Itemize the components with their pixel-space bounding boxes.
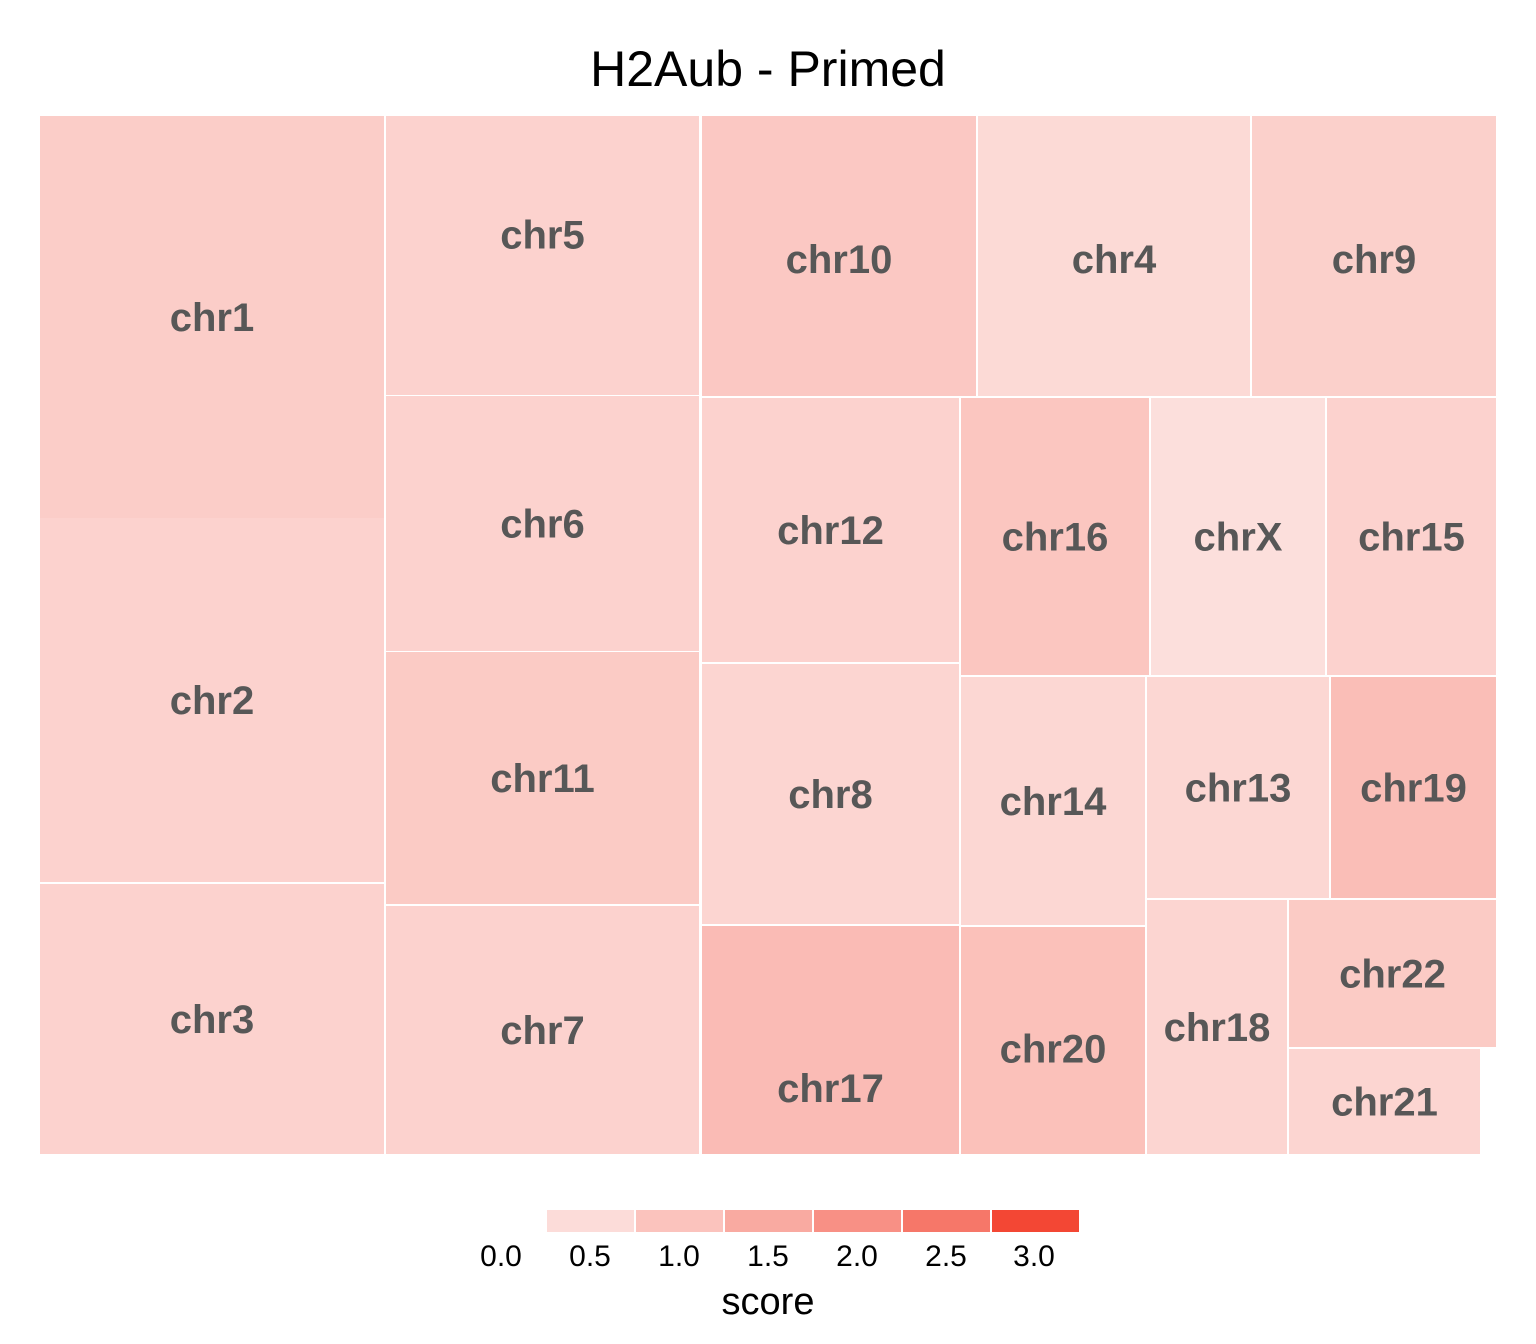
tile-rect-chr14 bbox=[961, 677, 1145, 925]
tile-label-chr9: chr9 bbox=[1332, 238, 1417, 282]
tile-rect-chr13 bbox=[1147, 677, 1329, 898]
tile-chr21: chr21 bbox=[1289, 1049, 1480, 1154]
tile-label-chr2: chr2 bbox=[170, 679, 255, 723]
legend-segment bbox=[903, 1210, 990, 1232]
tile-rect-chr4 bbox=[978, 116, 1250, 396]
tile-label-chr13: chr13 bbox=[1185, 767, 1292, 811]
tile-label-chr10: chr10 bbox=[786, 238, 893, 282]
tile-rect-chr9 bbox=[1252, 116, 1496, 396]
tile-rect-chr6 bbox=[386, 396, 699, 651]
tile-label-chr7: chr7 bbox=[500, 1009, 585, 1053]
tile-chr6: chr6 bbox=[386, 396, 699, 651]
tile-rect-chr17 bbox=[702, 926, 959, 1154]
legend-colorbar bbox=[547, 1210, 1079, 1232]
tile-chr10: chr10 bbox=[702, 116, 976, 396]
tile-label-chr20: chr20 bbox=[1000, 1028, 1107, 1072]
tile-label-chr5: chr5 bbox=[500, 214, 585, 258]
tile-rect-chr10 bbox=[702, 116, 976, 396]
legend-segment bbox=[547, 1210, 634, 1232]
tile-rect-chr7 bbox=[386, 906, 699, 1154]
legend-tick-label: 2.5 bbox=[925, 1240, 967, 1273]
tile-rect-chr1 bbox=[40, 116, 384, 518]
tile-chr15: chr15 bbox=[1327, 398, 1496, 675]
tile-rect-chr2 bbox=[40, 518, 384, 882]
tile-chr5: chr5 bbox=[386, 116, 699, 395]
tile-chr13: chr13 bbox=[1147, 677, 1329, 898]
tile-rect-chr12 bbox=[702, 398, 959, 662]
tile-label-chr18: chr18 bbox=[1164, 1006, 1271, 1050]
tile-chr4: chr4 bbox=[978, 116, 1250, 396]
tile-label-chrx: chrX bbox=[1194, 516, 1283, 560]
tile-label-chr8: chr8 bbox=[788, 773, 873, 817]
tile-label-chr22: chr22 bbox=[1339, 953, 1446, 997]
tile-chr19: chr19 bbox=[1331, 677, 1496, 898]
tile-label-chr14: chr14 bbox=[1000, 780, 1107, 824]
tile-chr7: chr7 bbox=[386, 906, 699, 1154]
tile-chr3: chr3 bbox=[40, 884, 384, 1154]
legend-segment bbox=[636, 1210, 723, 1232]
tile-label-chr11: chr11 bbox=[490, 757, 595, 801]
chart-title: H2Aub - Primed bbox=[590, 41, 946, 97]
legend-tick-label: 0.0 bbox=[480, 1240, 522, 1273]
tile-rect-chr18 bbox=[1147, 900, 1287, 1154]
tile-chrx: chrX bbox=[1151, 398, 1325, 675]
tile-chr12: chr12 bbox=[702, 398, 959, 662]
treemap-tiles: chr1 chr2 chr3 chr5 chr6 chr11 chr7 chr10 chr4 ch… bbox=[40, 116, 1496, 1154]
tile-label-chr1: chr1 bbox=[170, 296, 255, 340]
tile-label-chr12: chr12 bbox=[777, 509, 884, 553]
tile-label-chr3: chr3 bbox=[170, 998, 255, 1042]
tile-chr22: chr22 bbox=[1289, 900, 1496, 1047]
legend-tick-label: 3.0 bbox=[1013, 1240, 1055, 1273]
tile-rect-chr5 bbox=[386, 116, 699, 395]
legend-segment bbox=[992, 1210, 1079, 1232]
tile-rect-chr21 bbox=[1289, 1049, 1480, 1154]
tile-chr11: chr11 bbox=[386, 652, 699, 904]
tile-rect-chr16 bbox=[961, 398, 1149, 675]
legend-segment bbox=[725, 1210, 812, 1232]
tile-chr9: chr9 bbox=[1252, 116, 1496, 396]
tile-label-chr21: chr21 bbox=[1331, 1081, 1438, 1125]
legend-tick-label: 0.5 bbox=[569, 1240, 611, 1273]
legend-tick-label: 2.0 bbox=[836, 1240, 878, 1273]
tile-label-chr17: chr17 bbox=[777, 1067, 884, 1111]
color-legend: 0.0 0.5 1.0 1.5 2.0 2.5 3.0 score bbox=[480, 1210, 1079, 1323]
tile-rect-chrx bbox=[1151, 398, 1325, 675]
tile-chr17: chr17 bbox=[702, 926, 959, 1154]
tile-chr14: chr14 bbox=[961, 677, 1145, 925]
legend-tick-labels: 0.0 0.5 1.0 1.5 2.0 2.5 3.0 bbox=[480, 1240, 1055, 1273]
tile-label-chr16: chr16 bbox=[1002, 516, 1109, 560]
tile-rect-chr20 bbox=[961, 927, 1145, 1154]
tile-rect-chr22 bbox=[1289, 900, 1496, 1047]
tile-chr20: chr20 bbox=[961, 927, 1145, 1154]
legend-tick-label: 1.5 bbox=[747, 1240, 789, 1273]
tile-chr18: chr18 bbox=[1147, 900, 1287, 1154]
legend-tick-label: 1.0 bbox=[658, 1240, 700, 1273]
tile-rect-chr11 bbox=[386, 652, 699, 904]
tile-rect-chr19 bbox=[1331, 677, 1496, 898]
legend-segment bbox=[814, 1210, 901, 1232]
legend-title: score bbox=[722, 1281, 815, 1323]
tile-label-chr15: chr15 bbox=[1358, 516, 1465, 560]
tile-chr16: chr16 bbox=[961, 398, 1149, 675]
tile-rect-chr15 bbox=[1327, 398, 1496, 675]
tile-chr1: chr1 bbox=[40, 116, 384, 518]
tile-rect-chr3 bbox=[40, 884, 384, 1154]
tile-label-chr6: chr6 bbox=[500, 503, 585, 547]
tile-chr2: chr2 bbox=[40, 518, 384, 882]
tile-rect-chr8 bbox=[702, 664, 959, 924]
tile-label-chr4: chr4 bbox=[1072, 238, 1157, 282]
tile-label-chr19: chr19 bbox=[1360, 767, 1467, 811]
tile-chr8: chr8 bbox=[702, 664, 959, 924]
